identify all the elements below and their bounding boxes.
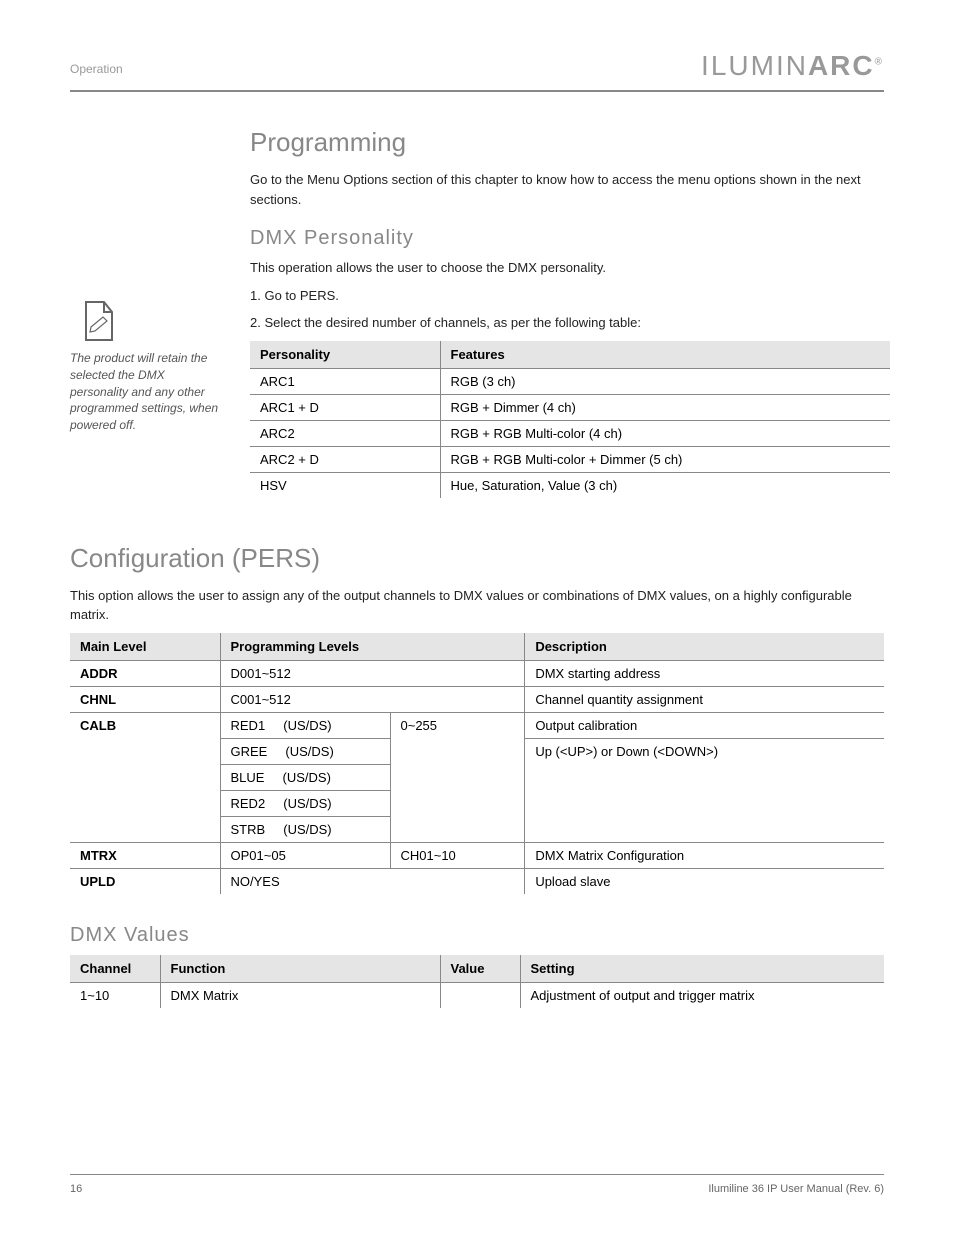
main-level-header: Main Level xyxy=(70,633,220,661)
dmx-personality-intro: This operation allows the user to choose… xyxy=(250,258,884,278)
value-header: Value xyxy=(440,955,520,983)
note-text: The product will retain the selected the… xyxy=(70,350,220,434)
table-row: MTRX OP01~05 CH01~10 DMX Matrix Configur… xyxy=(70,842,884,868)
pers-step2: 2. Select the desired number of channels… xyxy=(250,313,884,333)
config-table: Main Level Programming Levels Descriptio… xyxy=(70,633,884,894)
table-row: ADDR D001~512 DMX starting address xyxy=(70,660,884,686)
table-row: ARC2 + DRGB + RGB Multi-color + Dimmer (… xyxy=(250,446,890,472)
programming-title: Programming xyxy=(250,127,884,158)
note-icon xyxy=(82,300,116,347)
header-rule xyxy=(70,90,884,92)
table-row: ARC2RGB + RGB Multi-color (4 ch) xyxy=(250,420,890,446)
table-row: CHNL C001~512 Channel quantity assignmen… xyxy=(70,686,884,712)
prog-levels-header: Programming Levels xyxy=(220,633,525,661)
table-row: ARC1RGB (3 ch) xyxy=(250,368,890,394)
table-row: CALB RED1 (US/DS) 0~255 Output calibrati… xyxy=(70,712,884,738)
channel-header: Channel xyxy=(70,955,160,983)
programming-intro: Go to the Menu Options section of this c… xyxy=(250,170,884,209)
table-row: 1~10 DMX Matrix Adjustment of output and… xyxy=(70,982,884,1008)
configuration-intro: This option allows the user to assign an… xyxy=(70,586,884,625)
personality-table: Personality Features ARC1RGB (3 ch) ARC1… xyxy=(250,341,890,498)
table-row: ARC1 + DRGB + Dimmer (4 ch) xyxy=(250,394,890,420)
table-row: HSVHue, Saturation, Value (3 ch) xyxy=(250,472,890,498)
pers-step1: 1. Go to PERS. xyxy=(250,286,884,306)
table-header-row: Personality Features xyxy=(250,341,890,369)
features-header: Features xyxy=(440,341,890,369)
footer-title: Ilumiline 36 IP User Manual (Rev. 6) xyxy=(708,1183,884,1195)
table-header-row: Channel Function Value Setting xyxy=(70,955,884,983)
section-label: Operation xyxy=(70,62,123,76)
dmx-values-title: DMX Values xyxy=(70,924,884,947)
dmx-personality-title: DMX Personality xyxy=(250,227,884,250)
page-footer: 16 Ilumiline 36 IP User Manual (Rev. 6) xyxy=(70,1174,884,1195)
brand-logo: ILUMINARC® xyxy=(701,50,884,82)
configuration-title: Configuration (PERS) xyxy=(70,543,884,574)
table-row: UPLD NO/YES Upload slave xyxy=(70,868,884,894)
setting-header: Setting xyxy=(520,955,884,983)
table-header-row: Main Level Programming Levels Descriptio… xyxy=(70,633,884,661)
page-number: 16 xyxy=(70,1183,82,1195)
description-header: Description xyxy=(525,633,884,661)
pers-header: Personality xyxy=(250,341,440,369)
dmx-table: Channel Function Value Setting 1~10 DMX … xyxy=(70,955,884,1008)
function-header: Function xyxy=(160,955,440,983)
